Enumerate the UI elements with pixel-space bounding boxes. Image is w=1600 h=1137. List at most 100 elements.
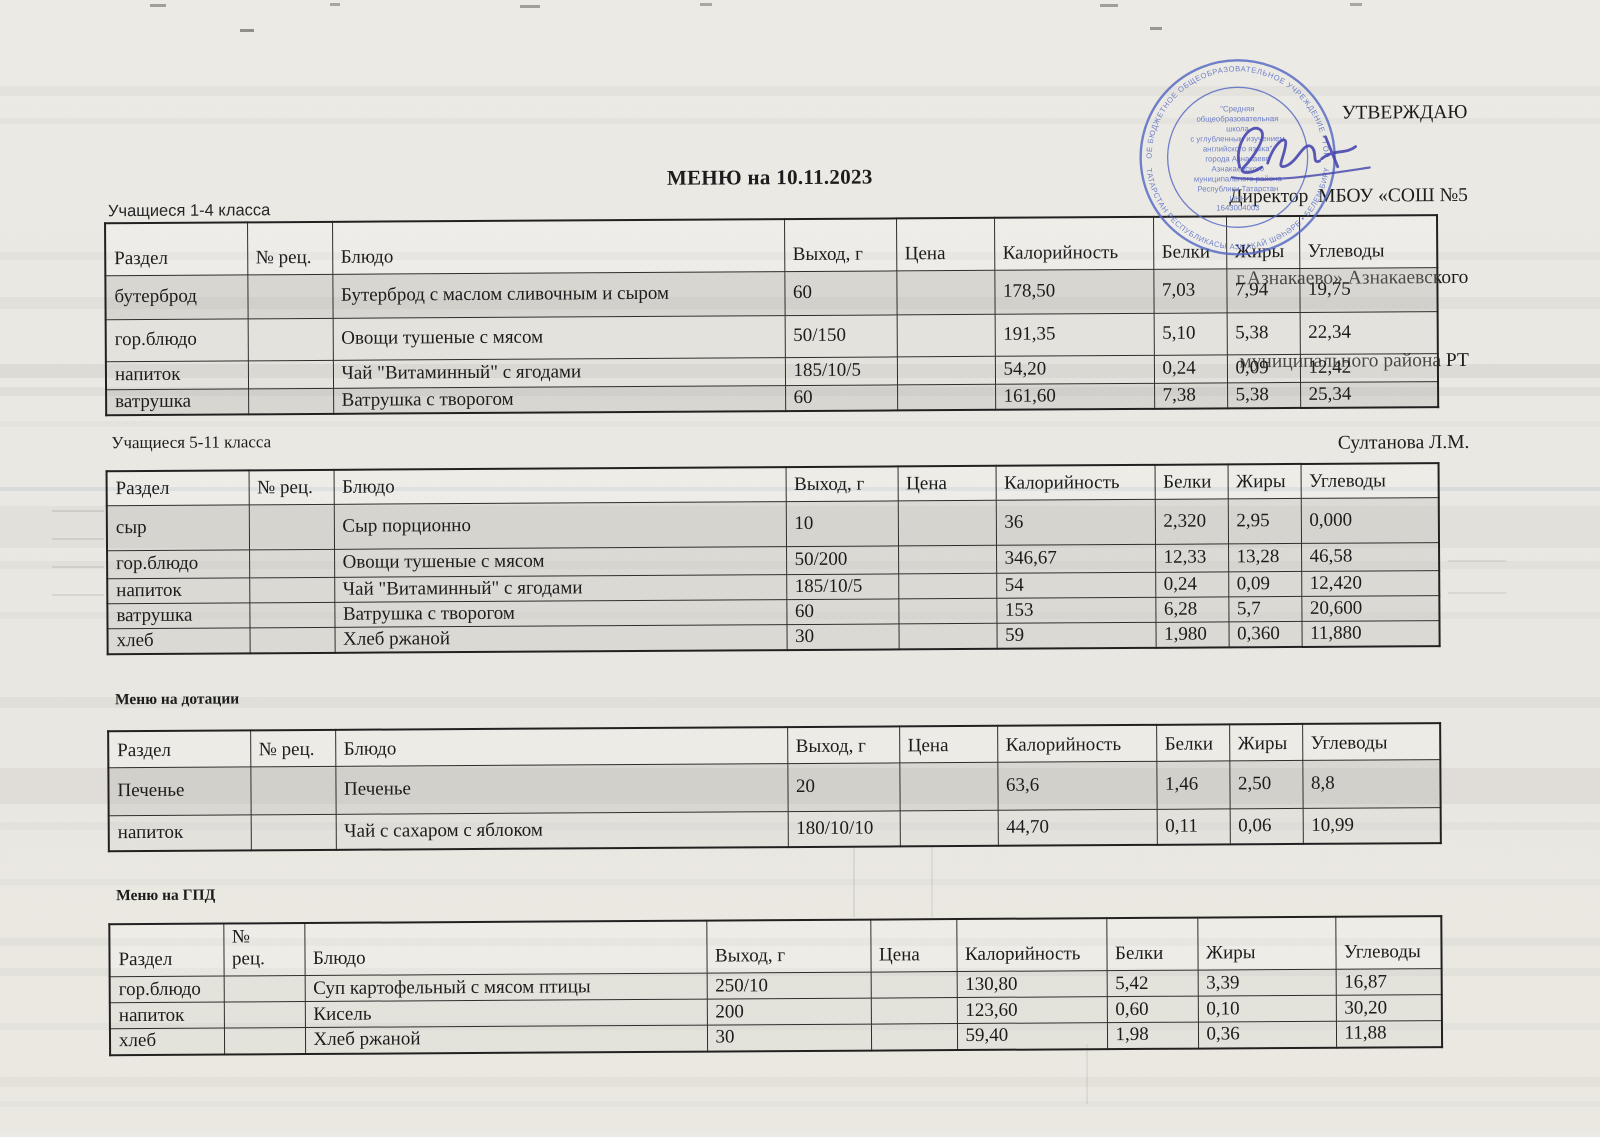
table-cell: 13,28 bbox=[1228, 542, 1302, 572]
header-row: Раздел № рец. Блюдо Выход, г Цена Калорийност… bbox=[109, 916, 1442, 977]
table-cell: 54,20 bbox=[994, 354, 1155, 384]
table-cell: Ватрушка с творогом bbox=[333, 385, 786, 414]
section-label-grades-5-11: Учащиеся 5-11 класса bbox=[111, 432, 272, 453]
table-cell: 1,980 bbox=[1155, 621, 1229, 648]
table-cell: 7,03 bbox=[1153, 268, 1227, 313]
table-cell: Кисель bbox=[304, 999, 707, 1028]
table-cell: 36 bbox=[995, 498, 1156, 545]
column-header: Выход, г bbox=[785, 466, 898, 502]
table-cell: 0,000 bbox=[1300, 497, 1440, 543]
column-header: Блюдо bbox=[333, 467, 786, 504]
table-cell: 178,50 bbox=[994, 268, 1154, 314]
section-label-gpd-menu: Меню на ГПД bbox=[116, 886, 216, 905]
table-cell: 20 bbox=[787, 762, 900, 812]
table-cell: 0,06 bbox=[1229, 807, 1303, 845]
table-cell: 25,34 bbox=[1300, 381, 1439, 408]
table-cell: 250/10 bbox=[706, 972, 871, 1000]
table-cell bbox=[899, 761, 998, 811]
table-cell: 30 bbox=[706, 1024, 872, 1052]
stamp-center-line: 1643004003 bbox=[1216, 203, 1259, 212]
column-header: Раздел bbox=[105, 222, 248, 276]
table-cell: 30,20 bbox=[1335, 994, 1442, 1022]
stamp-center-line: общеобразовательная bbox=[1196, 114, 1278, 124]
table-cell: 2,50 bbox=[1229, 759, 1303, 809]
column-header: № рец. bbox=[223, 923, 305, 977]
column-header: Раздел bbox=[108, 730, 251, 768]
table-cell: 191,35 bbox=[994, 312, 1154, 356]
table-cell: 50/200 bbox=[786, 545, 899, 575]
table-cell bbox=[897, 499, 997, 546]
table-cell: 19,75 bbox=[1299, 267, 1438, 312]
stamp-center-line: Республики Татарстан bbox=[1197, 184, 1278, 193]
table-cell: 0,60 bbox=[1106, 996, 1198, 1023]
table-cell: 5,38 bbox=[1227, 381, 1301, 408]
stamp-center-line: Азнакаевского bbox=[1211, 164, 1264, 173]
table-cell: Печенье bbox=[335, 763, 788, 814]
stamp-center-line: с углубленным изучением bbox=[1190, 134, 1284, 144]
table-cell: 0,11 bbox=[1156, 808, 1230, 845]
table-cell: бутерброд bbox=[105, 274, 248, 320]
table-cell: хлеб bbox=[107, 627, 250, 654]
table-cell: 153 bbox=[996, 596, 1156, 623]
column-header: Калорийность bbox=[997, 724, 1157, 762]
table-cell bbox=[896, 355, 996, 385]
table-cell: Хлеб ржаной bbox=[334, 624, 787, 653]
column-header: Калорийность bbox=[995, 464, 1155, 500]
table-cell: 60 bbox=[785, 384, 898, 411]
table-cell: 59 bbox=[996, 621, 1156, 649]
table-header: Раздел № рец. Блюдо Выход, г Цена Калорийност… bbox=[109, 916, 1442, 977]
column-header: № рец. bbox=[247, 221, 333, 275]
table-cell: гор.блюдо bbox=[109, 976, 224, 1003]
table-cell bbox=[899, 809, 998, 847]
table-cell: 63,6 bbox=[997, 760, 1157, 810]
table-cell: 161,60 bbox=[995, 382, 1155, 410]
table-cell bbox=[870, 1023, 958, 1051]
signature-icon bbox=[1225, 114, 1375, 193]
table-row: Печенье Печенье 20 63,6 1,46 2,50 8,8 bbox=[108, 759, 1441, 816]
table-cell bbox=[223, 1027, 306, 1055]
table-cell: 7,38 bbox=[1154, 382, 1228, 409]
table-cell bbox=[250, 765, 336, 815]
table-body: сыр Сыр порционно 10 36 2,320 2,95 0,000 гор.бл… bbox=[106, 497, 1440, 654]
table-cell: Бутерброд с маслом сливочным и сыром bbox=[332, 271, 785, 318]
table-cell bbox=[247, 359, 334, 389]
table-cell: 346,67 bbox=[996, 543, 1156, 573]
table-cell: 5,38 bbox=[1226, 311, 1300, 355]
column-header: Белки bbox=[1154, 464, 1228, 499]
column-header: Цена bbox=[897, 465, 996, 501]
table-cell: 0,09 bbox=[1228, 570, 1302, 597]
table-cell: Чай "Витаминный" с ягодами bbox=[332, 357, 786, 388]
column-header: Углеводы bbox=[1302, 723, 1441, 760]
table-cell: 30 bbox=[786, 623, 899, 650]
table-cell: 50/150 bbox=[784, 314, 897, 358]
stamp-inner-ring bbox=[1166, 86, 1309, 228]
table-cell bbox=[248, 387, 334, 414]
table-cell: хлеб bbox=[109, 1028, 225, 1055]
column-header: Блюдо bbox=[332, 219, 785, 274]
table-cell: Суп картофельный с мясом птицы bbox=[304, 973, 707, 1002]
table-cell: 1,46 bbox=[1156, 760, 1230, 809]
column-header: Белки bbox=[1156, 724, 1230, 761]
table-cell: 2,95 bbox=[1227, 497, 1302, 544]
table-cell: 44,70 bbox=[997, 808, 1157, 846]
stamp-center-line: "Средняя bbox=[1220, 104, 1254, 113]
section-label-subsidy-menu: Меню на дотации bbox=[114, 690, 240, 709]
table-cell: 130,80 bbox=[956, 970, 1107, 998]
column-header: Углеводы bbox=[1335, 916, 1442, 970]
table-cell: напиток bbox=[107, 577, 250, 604]
column-header: Выход, г bbox=[706, 919, 871, 974]
column-header: Жиры bbox=[1227, 463, 1301, 499]
table-cell: 8,8 bbox=[1302, 759, 1441, 808]
menu-table-subsidy: Раздел № рец. Блюдо Выход, г Цена Калорийност… bbox=[107, 722, 1442, 853]
column-header: Жиры bbox=[1229, 723, 1303, 761]
table-cell: Овощи тушеные с мясом bbox=[334, 546, 787, 577]
table-cell: 5,42 bbox=[1106, 970, 1198, 997]
menu-table-gpd: Раздел № рец. Блюдо Выход, г Цена Калорийност… bbox=[108, 915, 1444, 1056]
table-cell bbox=[870, 971, 957, 999]
stamp-center-line: ИНН bbox=[1229, 194, 1246, 203]
table-cell bbox=[898, 622, 997, 649]
table-cell: 5,10 bbox=[1153, 312, 1227, 355]
table-cell: 0,09 bbox=[1226, 353, 1301, 383]
table-cell bbox=[248, 503, 335, 550]
